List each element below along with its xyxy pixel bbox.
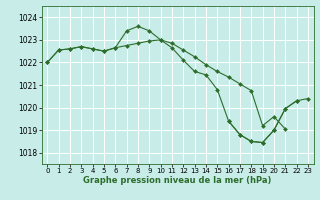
X-axis label: Graphe pression niveau de la mer (hPa): Graphe pression niveau de la mer (hPa) [84,176,272,185]
